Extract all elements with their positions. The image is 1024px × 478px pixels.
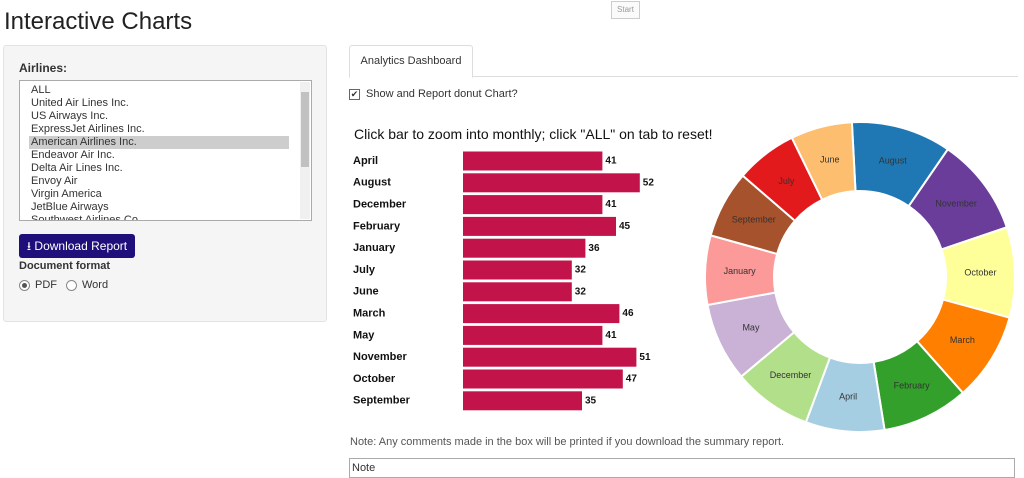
format-radio[interactable]: Word — [66, 279, 108, 291]
bar[interactable] — [463, 282, 572, 302]
tab-divider — [349, 76, 1018, 77]
donut-label: September — [732, 214, 776, 224]
donut-label: August — [879, 155, 908, 165]
donut-label: May — [742, 323, 760, 333]
bar-category: January — [353, 242, 396, 254]
donut-slice[interactable] — [709, 174, 797, 256]
radio-dot[interactable] — [66, 279, 77, 291]
bar-value: 35 — [585, 395, 597, 406]
note-text: Note: Any comments made in the box will … — [350, 436, 785, 448]
scroll-thumb[interactable] — [301, 92, 309, 167]
donut-slice[interactable] — [940, 226, 1017, 319]
airline-option[interactable]: ALL — [31, 84, 51, 96]
bar-value: 51 — [639, 352, 651, 363]
bar[interactable] — [463, 216, 616, 236]
bar-category: December — [353, 199, 407, 211]
bar-category: July — [353, 264, 376, 276]
bar-value: 41 — [605, 156, 617, 167]
donut-label: March — [950, 335, 975, 345]
donut-label: February — [894, 380, 931, 390]
bar-category: November — [353, 351, 408, 363]
note-textarea[interactable]: Note — [349, 458, 1015, 478]
donut-slice[interactable] — [790, 121, 857, 202]
bar-category: June — [353, 286, 379, 298]
scrollbar[interactable] — [300, 82, 310, 219]
airline-option[interactable]: ExpressJet Airlines Inc. — [31, 123, 145, 135]
donut-label: October — [964, 268, 996, 278]
airline-option[interactable]: American Airlines Inc. — [29, 136, 289, 149]
donut-slice[interactable] — [704, 234, 779, 307]
bar-category: April — [353, 155, 378, 167]
app-title: Interactive Charts — [4, 8, 193, 35]
bar[interactable] — [463, 260, 572, 280]
donut-slice[interactable] — [850, 121, 950, 208]
airline-option[interactable]: Envoy Air — [31, 175, 78, 187]
bar-value: 45 — [619, 221, 631, 232]
donut-slice[interactable] — [915, 298, 1011, 395]
checkbox-box[interactable]: ✔ — [349, 88, 360, 100]
bar[interactable] — [463, 238, 586, 258]
checkbox-label: Show and Report donut Chart? — [366, 88, 518, 100]
format-label: Word — [82, 279, 109, 291]
download-label: Download Report — [34, 239, 128, 253]
bar-category: May — [353, 329, 375, 341]
bar-value: 46 — [622, 308, 634, 319]
format-label: PDF — [35, 279, 57, 291]
bar-value: 41 — [605, 199, 617, 210]
donut-checkbox[interactable]: ✔ Show and Report donut Chart? — [349, 88, 518, 100]
bar[interactable] — [463, 325, 603, 345]
donut-slice[interactable] — [872, 339, 965, 432]
bar-value: 32 — [575, 286, 587, 297]
bar-category: February — [353, 220, 401, 232]
tab[interactable]: Analytics Dashboard — [349, 45, 473, 78]
donut-slice[interactable] — [907, 147, 1009, 251]
airlines-listbox[interactable]: ALL United Air Lines Inc. US Airways Inc. E… — [19, 80, 312, 221]
instruction: Click bar to zoom into monthly; click "A… — [354, 126, 713, 142]
donut-label: December — [770, 370, 812, 380]
bar-value: 52 — [643, 177, 655, 188]
donut-slice[interactable] — [739, 330, 832, 424]
bar[interactable] — [463, 369, 623, 389]
bar[interactable] — [463, 151, 603, 171]
bar-value: 47 — [626, 374, 638, 385]
donut-label: April — [839, 391, 857, 401]
download-button[interactable]: ⭳ Download Report — [19, 234, 135, 258]
bar[interactable] — [463, 173, 640, 193]
airline-option[interactable]: US Airways Inc. — [31, 110, 109, 122]
bar-category: October — [353, 373, 396, 385]
radio-dot[interactable] — [19, 279, 30, 291]
donut-slice[interactable] — [706, 291, 796, 378]
bar[interactable] — [463, 347, 637, 367]
bar-value: 32 — [575, 265, 587, 276]
donut-label: November — [935, 199, 977, 209]
bar-value: 41 — [605, 330, 617, 341]
bar[interactable] — [463, 195, 603, 215]
bar[interactable] — [463, 304, 620, 324]
donut-label: June — [820, 155, 840, 165]
donut-label: July — [778, 176, 795, 186]
bar-category: August — [353, 177, 391, 189]
donut-slice[interactable] — [741, 136, 824, 223]
bar-category: September — [353, 395, 411, 407]
airline-option[interactable]: Southwest Airlines Co. — [31, 214, 142, 221]
donut-label: January — [724, 266, 757, 276]
bar[interactable] — [463, 391, 582, 411]
airline-option[interactable]: Delta Air Lines Inc. — [31, 162, 123, 174]
airline-option[interactable]: JetBlue Airways — [31, 201, 109, 213]
format-radio[interactable]: PDF — [19, 279, 57, 291]
bar-category: March — [353, 308, 386, 320]
airline-option[interactable]: Virgin America — [31, 188, 102, 200]
format-label: Document format — [19, 260, 111, 272]
airline-option[interactable]: Endeavor Air Inc. — [31, 149, 115, 161]
bar-value: 36 — [588, 243, 600, 254]
start-button[interactable]: Start — [611, 1, 640, 19]
airline-option[interactable]: United Air Lines Inc. — [31, 97, 129, 109]
donut-slice[interactable] — [804, 356, 886, 433]
airlines-label: Airlines: — [19, 61, 68, 75]
